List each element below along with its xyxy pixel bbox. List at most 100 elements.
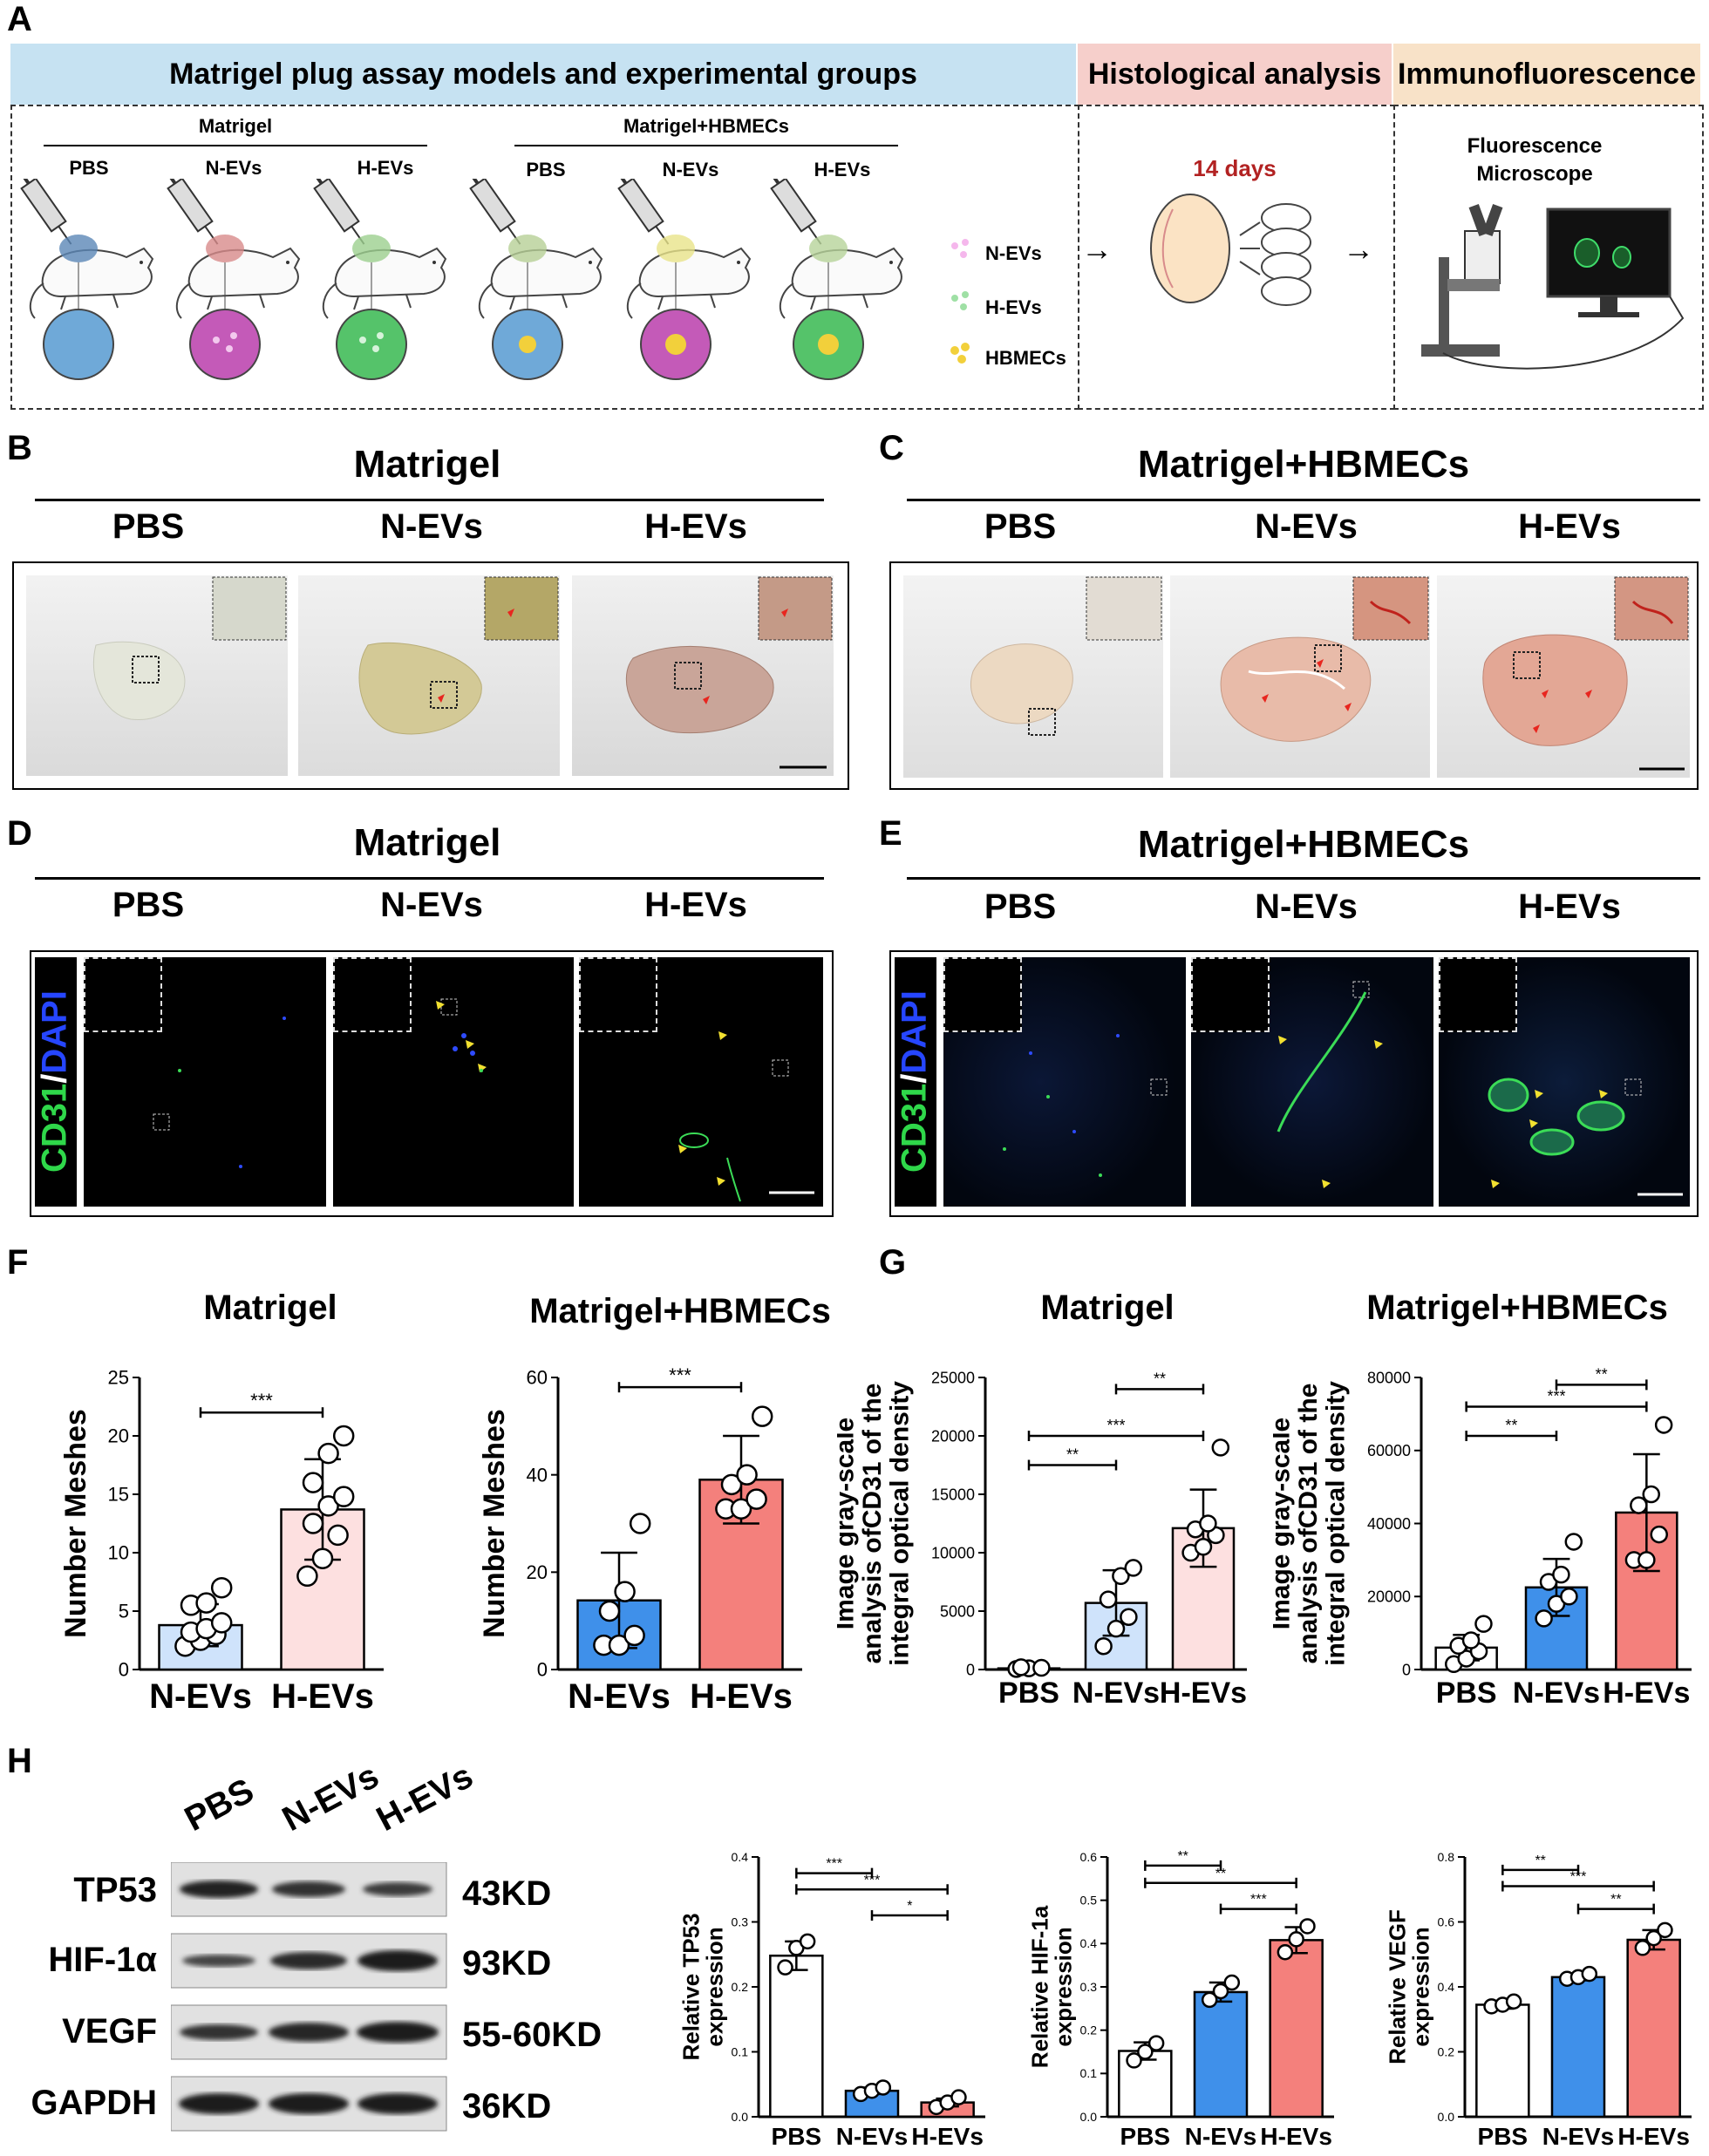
panel-d-col-pbs: PBS: [112, 886, 185, 924]
panel-b-rule: [35, 499, 824, 501]
data-point: [1642, 1485, 1660, 1504]
sig-label: ***: [1547, 1388, 1565, 1405]
data-point: [1199, 1514, 1217, 1533]
panel-g-title-2: Matrigel+HBMECs: [1366, 1289, 1668, 1327]
if-inset-pbs: [84, 957, 162, 1032]
panel-e-stain-label: CD31/DAPI: [895, 957, 935, 1207]
y-tick-label: 0.2: [1080, 2023, 1098, 2037]
y-tick-label: 20: [527, 1561, 548, 1583]
if-inset-h-evs: [579, 957, 657, 1032]
panel-letter-d: D: [7, 814, 32, 853]
sig-label: ***: [669, 1364, 691, 1386]
plug-slices-illustration: [1150, 194, 1311, 306]
y-tick-label: 0: [1402, 1661, 1411, 1678]
sig-label: ***: [1250, 1893, 1267, 1908]
y-axis-label-line: Number Meshes: [478, 1409, 511, 1638]
y-tick-label: 25000: [931, 1369, 975, 1386]
category-label: H-EVs: [1260, 2123, 1331, 2150]
category-label: H-EVs: [1603, 1677, 1690, 1710]
category-label: PBS: [998, 1677, 1059, 1710]
data-point: [1638, 1551, 1656, 1569]
data-point: [629, 1513, 651, 1534]
data-point: [1505, 1993, 1522, 2010]
if-image-hbmecs-pbs: [943, 957, 1186, 1207]
data-point: [799, 1933, 816, 1950]
panel-d-stain-strip: CD31/DAPI: [35, 957, 77, 1207]
data-point: [1094, 1636, 1113, 1656]
if-image-h-evs: [579, 957, 823, 1207]
data-point: [1461, 1631, 1481, 1649]
if-image-hbmecs-n-evs: [1191, 957, 1433, 1207]
panel-e-col-n-evs: N-EVs: [1255, 888, 1358, 926]
chart-h-hif1a: 0.0 0.1 0.2 0.3 0.4 0.5 0.6 Relative HIF-1aexpr…: [1026, 1849, 1334, 2150]
days-label: 14 days: [1193, 155, 1277, 181]
plug-photo-hbmecs-h-evs: [1437, 575, 1690, 778]
y-tick-label: 15000: [931, 1486, 975, 1503]
sig-label: **: [1215, 1867, 1226, 1881]
category-label: PBS: [1120, 2123, 1171, 2150]
group-rule-2: [514, 145, 898, 146]
y-axis-label-line: expression: [702, 1927, 728, 2046]
group-label-matrigel: Matrigel: [198, 115, 273, 137]
plug-photo-pbs: [26, 575, 288, 776]
data-point: [751, 1405, 773, 1427]
sig-label: ***: [864, 1873, 881, 1887]
y-tick-label: 20: [108, 1425, 129, 1447]
data-point: [1112, 1567, 1130, 1586]
y-tick-label: 0.2: [1438, 2044, 1455, 2058]
sig-label: ***: [1570, 1870, 1587, 1885]
microscope-label: Fluorescence Microscope: [1467, 134, 1603, 186]
category-label: N-EVs: [1185, 2123, 1256, 2150]
panel-letter-b: B: [7, 429, 32, 467]
y-tick-label: 0.0: [1438, 2110, 1455, 2124]
category-label: PBS: [1436, 1677, 1497, 1710]
y-tick-label: 0.1: [732, 2044, 749, 2058]
data-point: [1106, 1619, 1126, 1638]
legend-n-evs: N-EVs: [985, 242, 1042, 264]
y-tick-label: 0: [537, 1659, 548, 1681]
data-point: [1288, 1931, 1304, 1948]
y-tick-label: 0: [966, 1661, 975, 1678]
panel-d-stain-label: CD31/DAPI: [36, 957, 75, 1207]
y-tick-label: 0.6: [1438, 1915, 1455, 1928]
blot-label-tp53: TP53: [73, 1871, 157, 1909]
panel-c-col-h-evs: H-EVs: [1518, 507, 1621, 546]
y-tick-label: 10: [108, 1542, 129, 1564]
category-label: PBS: [1478, 2123, 1529, 2150]
category-label: PBS: [772, 2123, 822, 2150]
panel-b-col-n-evs: N-EVs: [380, 507, 483, 546]
data-point: [1126, 2052, 1142, 2069]
legend-h-evs: H-EVs: [985, 296, 1042, 318]
y-axis-label-line: Relative HIF-1a: [1026, 1905, 1052, 2068]
category-label: N-EVs: [1072, 1677, 1160, 1710]
chart-f-matrigel-hbmecs: 0 20 40 60 Number Meshes N-EVs H-EVs ***: [478, 1364, 802, 1716]
sig-label: **: [1505, 1417, 1517, 1434]
y-tick-label: 0.8: [1438, 1850, 1455, 1864]
lane-label-h-evs: H-EVs: [370, 1756, 480, 1840]
panel-letter-h: H: [7, 1742, 32, 1780]
bar-n-evs: [1193, 1990, 1249, 2119]
if-inset-hbmecs-n-evs: [1191, 957, 1270, 1032]
panel-c-rule: [907, 499, 1700, 501]
panel-letter-c: C: [879, 429, 904, 467]
data-point: [1223, 1974, 1241, 1991]
legend-icons: [950, 239, 970, 364]
data-point: [746, 1488, 767, 1510]
y-tick-label: 0.2: [732, 1980, 749, 1994]
sig-label: **: [1177, 1849, 1188, 1864]
blot-label-vegf: VEGF: [62, 2012, 157, 2051]
data-point: [1011, 1658, 1031, 1677]
data-point: [311, 1547, 334, 1569]
stain-dapi-e: DAPI: [895, 990, 934, 1074]
y-axis-label: Number Meshes: [478, 1409, 511, 1638]
stain-cd31-e: CD31: [895, 1083, 934, 1173]
data-point: [317, 1495, 339, 1517]
panel-e-col-h-evs: H-EVs: [1518, 888, 1621, 926]
banner-immunofluorescence: Immunofluorescence: [1393, 44, 1700, 105]
data-point: [1564, 1533, 1583, 1551]
data-point: [1137, 2044, 1154, 2060]
category-label: N-EVs: [568, 1677, 671, 1716]
blot-kd-hif1a: 93KD: [462, 1944, 552, 1983]
bar-h-evs: [1269, 1939, 1324, 2119]
